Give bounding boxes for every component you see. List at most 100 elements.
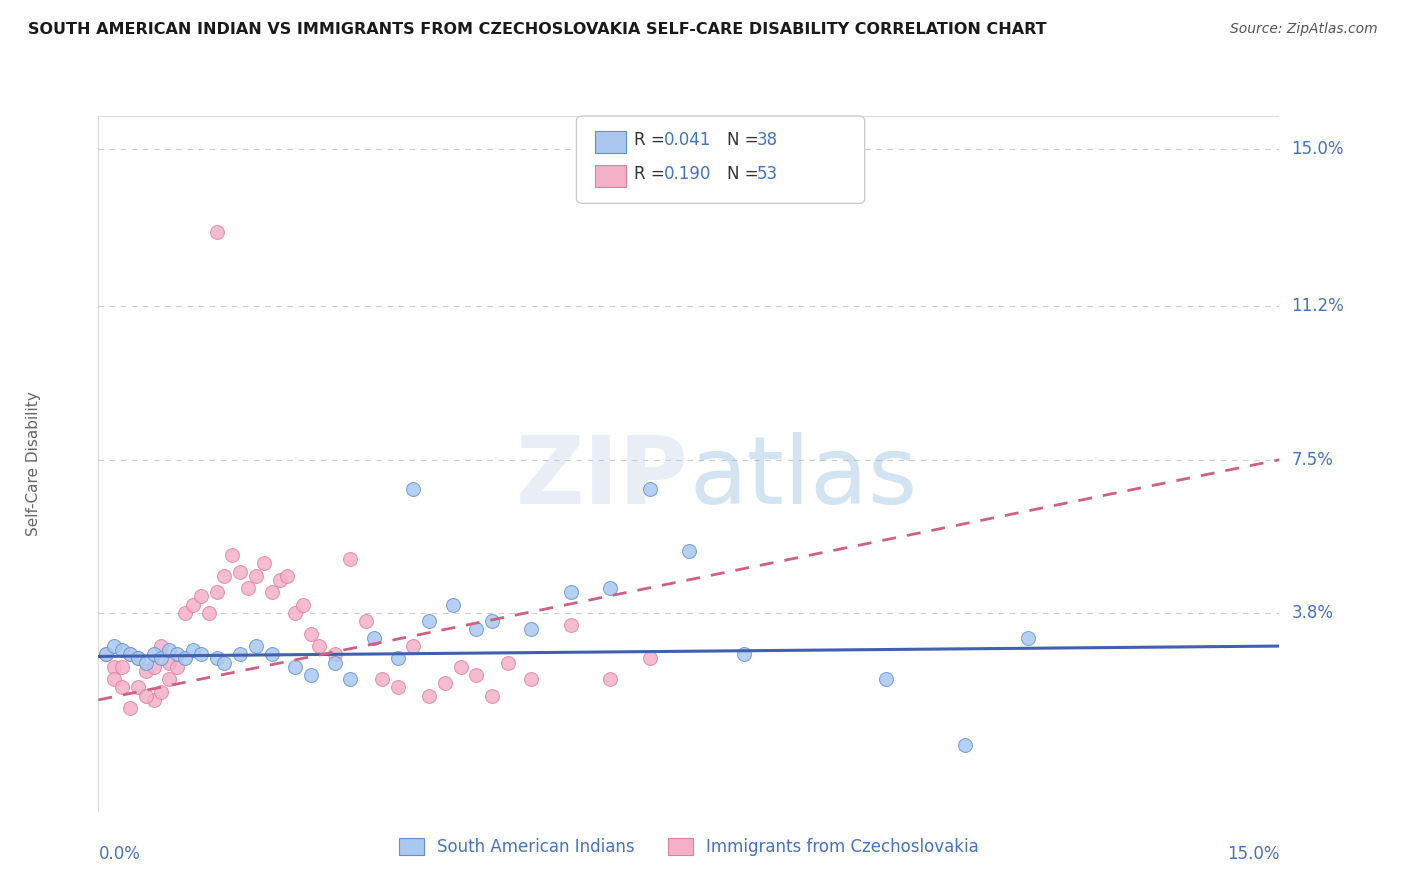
Point [402,482,425,496]
Point [118,648,141,662]
Point [560,618,582,632]
Point [638,651,661,665]
Point [150,639,173,653]
Point [245,639,267,653]
Point [308,639,330,653]
Point [387,651,409,665]
Point [371,672,394,686]
Point [174,606,197,620]
Point [299,626,322,640]
Point [127,651,149,665]
Text: 11.2%: 11.2% [1291,297,1344,316]
Point [520,623,543,637]
Point [111,643,134,657]
Text: ZIP: ZIP [516,432,689,524]
Point [284,660,307,674]
Point [387,681,409,695]
Point [96,648,118,662]
Point [135,689,157,703]
Point [157,672,180,686]
Point [269,573,291,587]
Text: 38: 38 [756,131,778,149]
Point [323,648,346,662]
Point [197,606,219,620]
Point [103,639,125,653]
Text: 0.041: 0.041 [664,131,711,149]
Point [433,676,456,690]
Point [292,598,315,612]
Point [953,739,976,753]
Text: atlas: atlas [689,432,917,524]
Point [678,544,700,558]
Point [481,689,503,703]
Point [299,668,322,682]
Point [418,614,440,628]
Point [150,651,173,665]
Point [638,482,661,496]
Point [481,614,503,628]
Point [229,565,252,579]
Point [103,660,125,674]
Point [214,656,236,670]
Point [127,681,149,695]
Point [142,648,165,662]
Text: N =: N = [727,165,763,183]
Point [157,643,180,657]
Point [111,681,134,695]
Point [496,656,519,670]
Point [166,648,188,662]
Point [599,581,621,595]
Point [118,648,141,662]
Point [174,651,197,665]
Point [96,648,118,662]
Point [560,585,582,599]
Point [214,568,236,582]
Text: R =: R = [634,131,671,149]
Point [418,689,440,703]
Point [520,672,543,686]
Point [205,651,228,665]
Point [205,585,228,599]
Point [354,614,377,628]
Text: 0.0%: 0.0% [98,845,141,863]
Point [190,590,212,604]
Text: 3.8%: 3.8% [1291,604,1333,622]
Point [465,668,488,682]
Point [142,660,165,674]
Point [339,552,361,566]
Text: 0.190: 0.190 [664,165,711,183]
Point [190,648,212,662]
Point [111,660,134,674]
Point [733,648,755,662]
Text: 7.5%: 7.5% [1291,450,1333,468]
Text: N =: N = [727,131,763,149]
Point [135,664,157,678]
Point [229,648,252,662]
Text: 53: 53 [756,165,778,183]
Point [118,701,141,715]
Point [245,568,267,582]
Point [402,639,425,653]
Point [135,656,157,670]
Legend: South American Indians, Immigrants from Czechoslovakia: South American Indians, Immigrants from … [392,831,986,863]
Point [157,656,180,670]
Point [103,672,125,686]
Point [599,672,621,686]
Text: Source: ZipAtlas.com: Source: ZipAtlas.com [1230,22,1378,37]
Point [1017,631,1039,645]
Point [181,598,204,612]
Point [323,656,346,670]
Point [276,568,298,582]
Point [205,225,228,239]
Point [441,598,464,612]
Point [450,660,472,674]
Point [221,548,243,562]
Text: SOUTH AMERICAN INDIAN VS IMMIGRANTS FROM CZECHOSLOVAKIA SELF-CARE DISABILITY COR: SOUTH AMERICAN INDIAN VS IMMIGRANTS FROM… [28,22,1046,37]
Text: R =: R = [634,165,671,183]
Point [181,643,204,657]
Point [142,693,165,707]
Point [339,672,361,686]
Point [127,651,149,665]
Point [150,684,173,698]
Point [363,631,385,645]
